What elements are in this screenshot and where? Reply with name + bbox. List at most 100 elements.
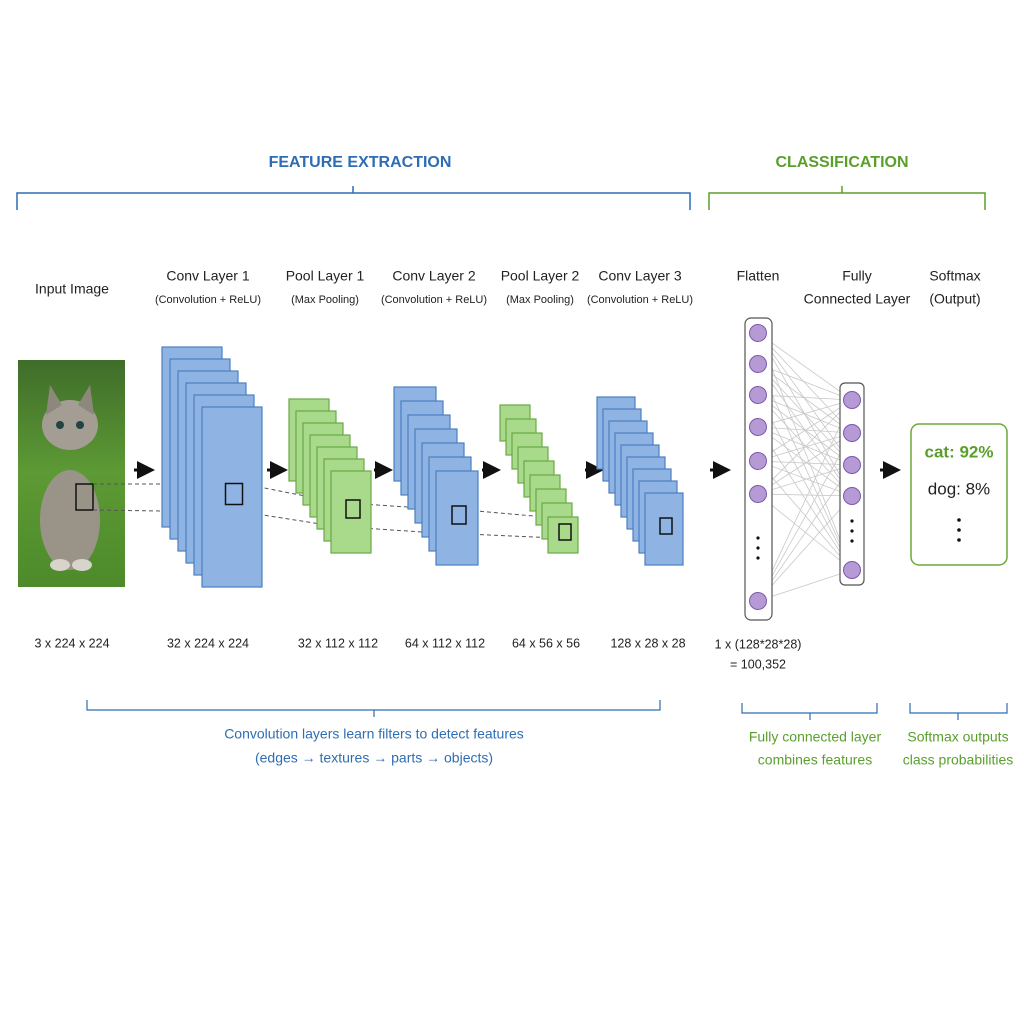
feature-map xyxy=(330,470,372,554)
connection xyxy=(757,426,853,466)
connection xyxy=(757,432,853,602)
layer-subtitle: (Max Pooling) xyxy=(291,294,359,306)
layer-subtitle: (Max Pooling) xyxy=(506,294,574,306)
connection xyxy=(757,394,853,434)
ellipsis-dot xyxy=(756,536,760,540)
bracket xyxy=(741,703,878,720)
layer-subtitle: (Convolution + ReLU) xyxy=(587,294,693,306)
connection xyxy=(757,363,853,434)
neuron xyxy=(749,418,767,436)
ellipsis xyxy=(957,518,961,542)
neuron xyxy=(749,452,767,470)
neuron xyxy=(843,456,861,474)
feature-map-stack xyxy=(393,386,479,566)
neuron xyxy=(843,424,861,442)
connection xyxy=(757,394,853,497)
connection xyxy=(757,332,853,571)
connection xyxy=(757,332,853,401)
ellipsis-dot xyxy=(850,519,854,523)
layer-title: Softmax xyxy=(929,268,980,284)
feature-map xyxy=(435,470,479,566)
connection xyxy=(757,363,853,571)
note: (edges → textures → parts → objects) xyxy=(255,750,493,766)
layer-title: (Output) xyxy=(929,291,980,307)
shape-label: 32 x 224 x 224 xyxy=(167,636,249,650)
feature-map xyxy=(644,492,684,566)
feature-map xyxy=(201,406,263,588)
output-label: cat: 92% xyxy=(925,442,994,461)
neuron xyxy=(749,485,767,503)
connection xyxy=(757,399,853,428)
connection xyxy=(757,464,853,602)
shape-label: 128 x 28 x 28 xyxy=(610,636,685,650)
layer-subtitle: (Convolution + ReLU) xyxy=(155,294,261,306)
note: combines features xyxy=(758,752,872,768)
layer-title: Pool Layer 2 xyxy=(501,268,580,284)
connection xyxy=(757,394,853,401)
neuron xyxy=(749,324,767,342)
connection xyxy=(757,464,853,495)
nodes xyxy=(749,324,861,610)
layer-subtitle: (Convolution + ReLU) xyxy=(381,294,487,306)
input-image xyxy=(18,360,125,587)
connection xyxy=(757,426,853,434)
ellipsis-dot xyxy=(756,546,760,550)
connection xyxy=(757,332,853,434)
connection xyxy=(757,426,853,497)
bracket xyxy=(909,703,1008,720)
connection xyxy=(757,460,853,571)
layer-title: Connected Layer xyxy=(804,291,911,307)
neuron xyxy=(843,391,861,409)
connection xyxy=(757,363,853,466)
bracket xyxy=(708,186,986,210)
layer-title: Input Image xyxy=(35,281,109,297)
bracket xyxy=(16,186,691,210)
feature-map-stack xyxy=(499,404,579,554)
neuron xyxy=(843,487,861,505)
connection xyxy=(757,495,853,602)
feature-map-stack xyxy=(288,398,372,554)
kernel-window xyxy=(659,517,673,535)
connection xyxy=(757,432,853,495)
connection xyxy=(757,363,853,401)
shape-label: 64 x 56 x 56 xyxy=(512,636,580,650)
feature-map xyxy=(547,516,579,554)
layer-title: Pool Layer 1 xyxy=(286,268,365,284)
fc-box xyxy=(839,382,865,586)
kernel-window xyxy=(224,482,244,506)
layer-title: Fully xyxy=(842,268,872,284)
connection xyxy=(757,569,853,602)
neuron xyxy=(843,561,861,579)
shape-label: = 100,352 xyxy=(730,657,786,671)
connection xyxy=(757,460,853,497)
shape-label: 1 x (128*28*28) xyxy=(715,637,802,651)
kernel-window xyxy=(451,505,467,525)
connection xyxy=(757,493,853,571)
bracket xyxy=(86,700,661,717)
note: Convolution layers learn filters to dete… xyxy=(224,726,524,742)
note: Fully connected layer xyxy=(749,729,882,745)
note: Softmax outputs xyxy=(907,729,1008,745)
connection xyxy=(757,493,853,497)
connection xyxy=(757,399,853,462)
shape-label: 3 x 224 x 224 xyxy=(34,636,109,650)
note: class probabilities xyxy=(903,752,1014,768)
neuron xyxy=(749,355,767,373)
shape-label: 64 x 112 x 112 xyxy=(405,636,485,650)
output-label: dog: 8% xyxy=(928,479,990,498)
neuron xyxy=(749,592,767,610)
section-title: CLASSIFICATION xyxy=(775,154,908,171)
ellipsis-dot xyxy=(850,539,854,543)
kernel-window xyxy=(345,499,361,519)
output-box xyxy=(910,423,1008,566)
layer-title: Flatten xyxy=(737,268,780,284)
layer-title: Conv Layer 1 xyxy=(166,268,249,284)
connection xyxy=(757,460,853,466)
kernel-window xyxy=(558,523,572,541)
section-title: FEATURE EXTRACTION xyxy=(269,154,452,171)
ellipsis-dot xyxy=(850,529,854,533)
connection xyxy=(757,399,853,602)
connection xyxy=(757,394,853,571)
